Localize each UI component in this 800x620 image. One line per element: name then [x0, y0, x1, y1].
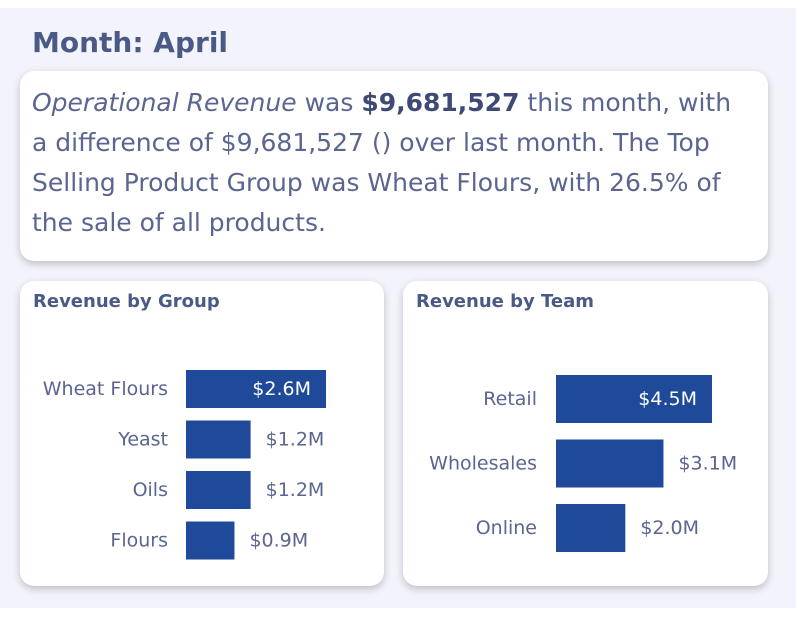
group-value-label: $1.2M: [266, 479, 325, 501]
team-category-label: Wholesales: [429, 453, 537, 475]
summary-text-part-1: was: [296, 88, 362, 117]
metric-name: Operational Revenue: [32, 88, 297, 117]
group-bar: [186, 471, 251, 509]
revenue-by-team-chart: Retail $4.5M Wholesales $3.1M Online $2.0M: [429, 375, 737, 552]
group-category-label: Yeast: [117, 429, 168, 451]
group-value-label: $2.6M: [252, 378, 311, 400]
team-bar: [556, 504, 626, 552]
team-value-label: $4.5M: [638, 388, 697, 410]
revenue-by-team-card: Revenue by Team Retail $4.5M Wholesales $3.…: [403, 281, 768, 586]
team-category-label: Retail: [483, 388, 537, 410]
team-bar: [556, 375, 712, 423]
team-category-label: Online: [476, 517, 537, 539]
revenue-by-group-chart: Wheat Flours $2.6M Yeast $1.2M Oils $1.2M Flou…: [43, 370, 326, 560]
group-bar: [186, 521, 235, 560]
group-bar: [186, 370, 326, 408]
revenue-value: $9,681,527: [361, 88, 520, 117]
page-title: Month: April: [32, 26, 229, 59]
team-value-label: $3.1M: [678, 453, 737, 475]
summary-text: Operational Revenue was $9,681,527 this …: [32, 83, 750, 243]
group-value-label: $1.2M: [266, 429, 325, 451]
report-canvas: Month: April Operational Revenue was $9,…: [0, 8, 796, 608]
revenue-by-group-card: Revenue by Group Wheat Flours $2.6M Yeast $…: [20, 281, 384, 586]
summary-card: Operational Revenue was $9,681,527 this …: [20, 71, 768, 261]
group-category-label: Oils: [133, 479, 168, 501]
team-bar: [556, 439, 664, 488]
group-value-label: $0.9M: [249, 530, 308, 552]
summary-text-part-2: this month, with a difference of $9,681,…: [32, 88, 732, 237]
group-category-label: Flours: [110, 530, 168, 552]
revenue-by-group-title: Revenue by Group: [33, 291, 220, 312]
team-value-label: $2.0M: [640, 517, 699, 539]
revenue-by-team-title: Revenue by Team: [416, 291, 594, 312]
group-category-label: Wheat Flours: [43, 378, 168, 400]
group-bar: [186, 420, 251, 459]
